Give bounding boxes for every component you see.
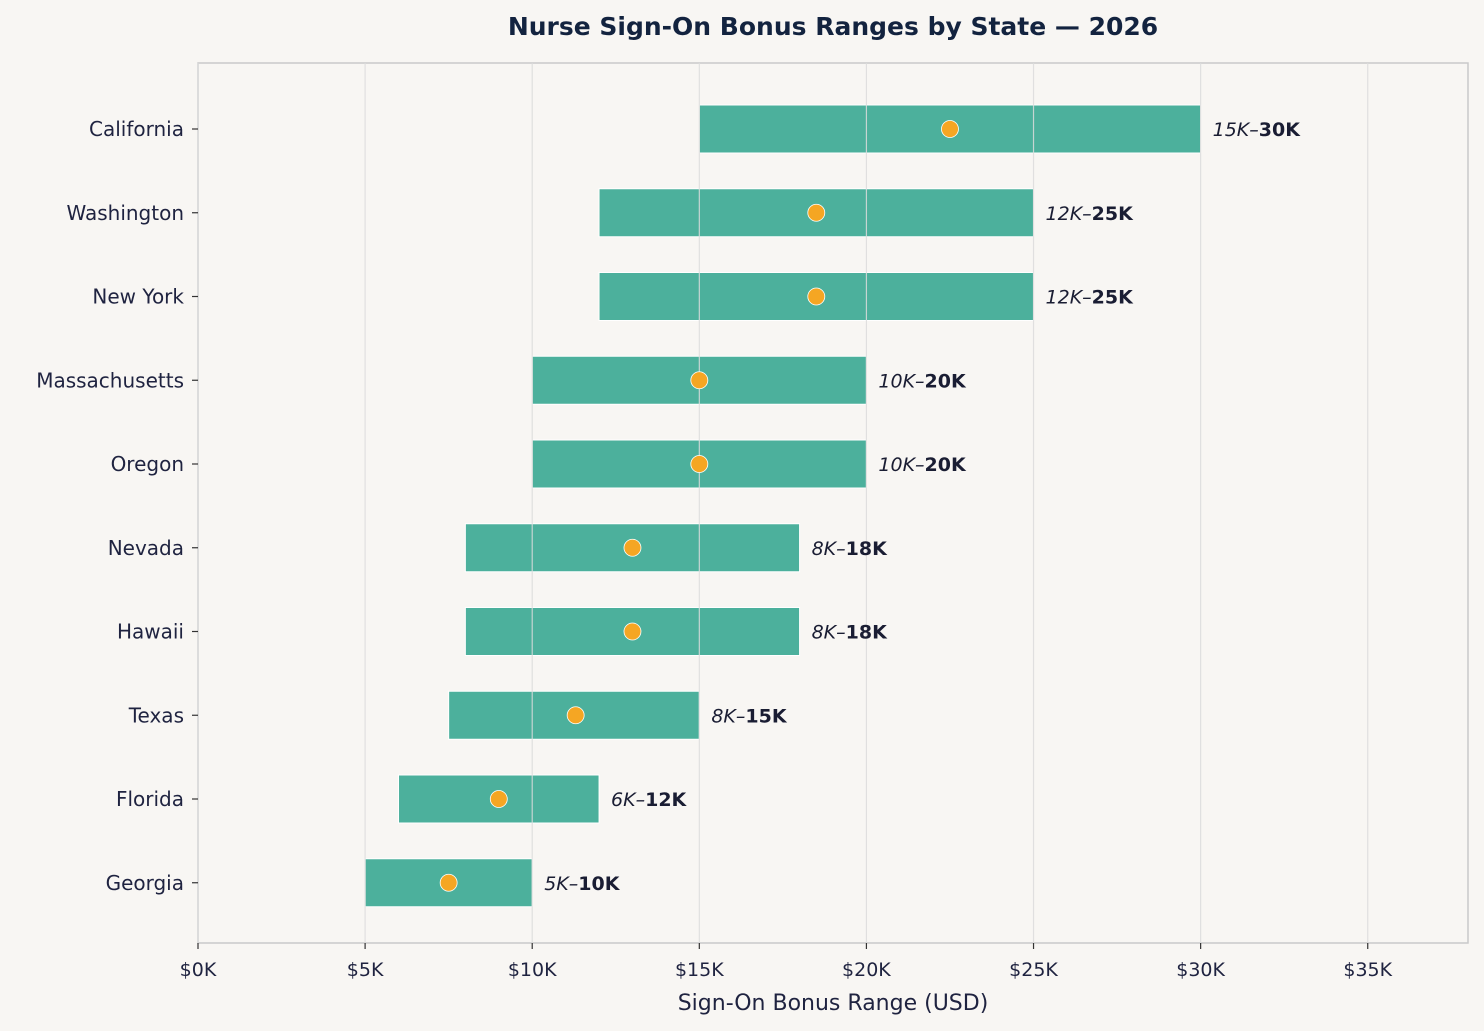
midpoint-marker: [623, 622, 642, 641]
midpoint-marker: [807, 287, 826, 306]
bar-data-label: 8K–18K: [812, 622, 889, 644]
midpoint-markers: [439, 120, 959, 892]
y-tick-label: Texas: [128, 703, 184, 727]
bar-label-high: 25K: [1092, 287, 1134, 309]
y-tick-label: Massachusetts: [36, 368, 184, 392]
bar-label-high: 12K: [645, 789, 687, 811]
y-tick-label: New York: [92, 285, 184, 309]
bar-label-low: 10K–: [878, 454, 924, 476]
bar-label-low: 10K–: [878, 370, 924, 392]
x-axis-label: Sign-On Bonus Range (USD): [678, 991, 989, 1016]
x-tick-label: $15K: [675, 959, 724, 981]
midpoint-marker: [690, 455, 709, 473]
bar-label-high: 20K: [925, 454, 967, 476]
chart-title: Nurse Sign-On Bonus Ranges by State — 20…: [508, 12, 1158, 41]
bar-label-high: 25K: [1092, 203, 1134, 225]
midpoint-marker: [807, 203, 826, 222]
midpoint-marker: [489, 790, 508, 808]
bar-label-high: 10K: [578, 873, 620, 895]
bar-label-high: 20K: [925, 370, 967, 392]
y-tick-label: Washington: [66, 201, 184, 225]
bar-label-high: 15K: [745, 705, 787, 727]
bar-label-high: 30K: [1259, 119, 1301, 141]
x-tick-label: $5K: [347, 959, 384, 981]
y-tick-label: Georgia: [106, 871, 184, 895]
bar-label-high: 18K: [846, 622, 888, 644]
bar-label-low: 8K–: [711, 705, 745, 727]
midpoint-marker: [690, 371, 709, 390]
x-tick-label: $30K: [1176, 959, 1225, 981]
bar-data-label: 12K–25K: [1046, 287, 1135, 309]
bar-label-low: 6K–: [611, 789, 645, 811]
grid-lines: [197, 63, 1369, 943]
x-tick-label: $35K: [1343, 959, 1392, 981]
y-tick-label: Oregon: [111, 452, 184, 476]
bar-label-low: 12K–: [1046, 203, 1092, 225]
bar-data-label: 5K–10K: [544, 873, 621, 895]
midpoint-marker: [623, 538, 642, 557]
bar-data-label: 10K–20K: [878, 454, 967, 476]
bar-data-label: 6K–12K: [611, 789, 688, 811]
bar-label-high: 18K: [846, 538, 888, 560]
x-tick-label: $10K: [508, 959, 557, 981]
bar-label-low: 8K–: [812, 622, 846, 644]
bar-data-label: 15K–30K: [1213, 119, 1302, 141]
y-tick-label: Nevada: [108, 536, 184, 560]
midpoint-marker: [566, 706, 585, 725]
y-axis: California Washington New York Massachusett…: [36, 117, 198, 895]
y-tick-label: Hawaii: [117, 620, 184, 644]
x-tick-label: $0K: [180, 959, 217, 981]
bar-label-low: 5K–: [544, 873, 578, 895]
bar-data-label: 12K–25K: [1046, 203, 1135, 225]
bar-data-label: 8K–18K: [812, 538, 889, 560]
range-bar: [464, 607, 801, 656]
bar-data-label: 8K–15K: [711, 705, 788, 727]
x-axis: $0K $5K $10K $15K $20K $25K $30K $35K: [180, 943, 1393, 981]
y-tick-label: California: [89, 117, 184, 141]
midpoint-marker: [439, 873, 458, 892]
bar-label-low: 12K–: [1046, 287, 1092, 309]
midpoint-marker: [941, 120, 959, 138]
data-labels: 15K–30K12K–25K12K–25K10K–20K10K–20K8K–18…: [544, 119, 1301, 895]
x-tick-label: $20K: [842, 959, 891, 981]
y-tick-label: Florida: [116, 787, 184, 811]
bar-label-low: 8K–: [812, 538, 846, 560]
x-tick-label: $25K: [1009, 959, 1058, 981]
bar-data-label: 10K–20K: [878, 370, 967, 392]
bar-label-low: 15K–: [1213, 119, 1259, 141]
